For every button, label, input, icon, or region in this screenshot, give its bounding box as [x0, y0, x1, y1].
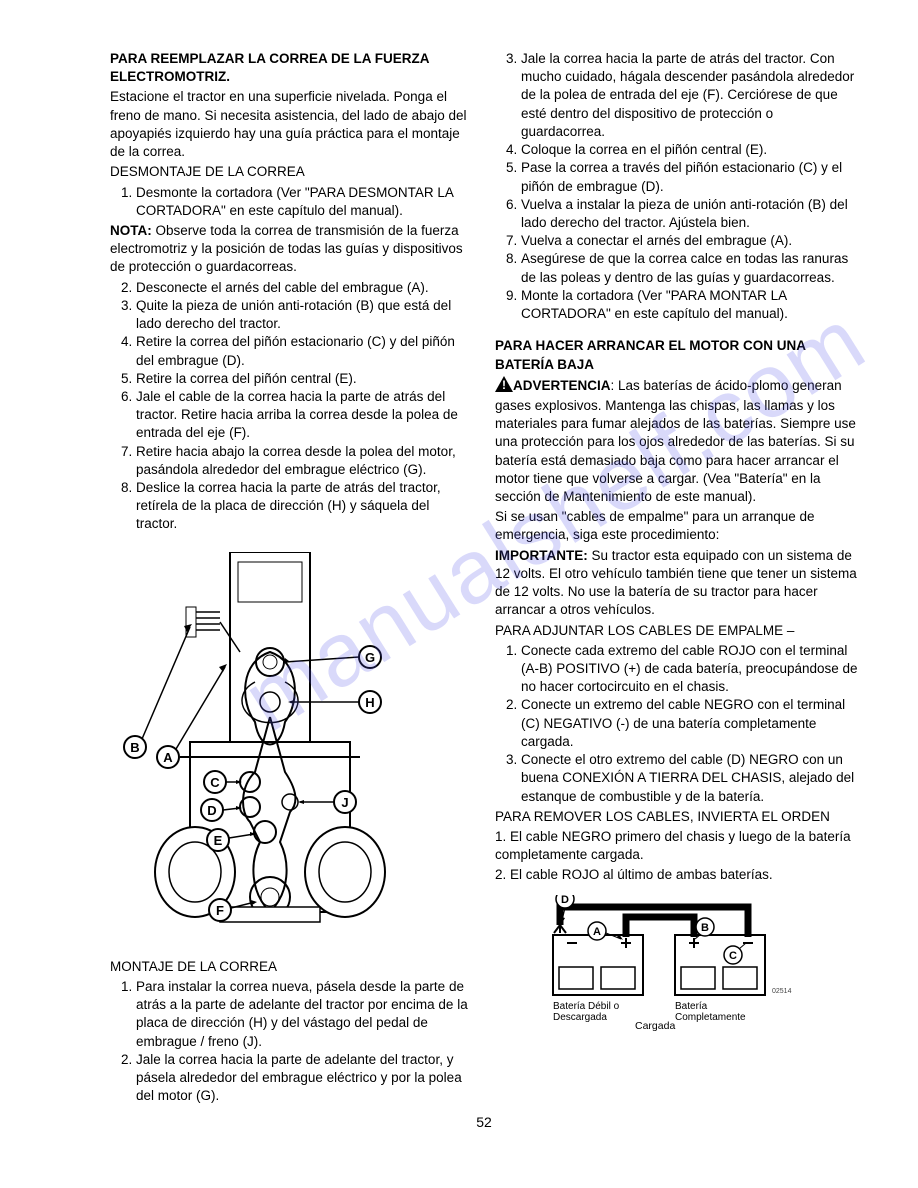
svg-text:Completamente: Completamente: [675, 1012, 746, 1023]
battery-label-right-extra: Cargada: [635, 1019, 858, 1033]
list-item: Quite la pieza de unión anti-rotación (B…: [136, 297, 473, 333]
list-item: Monte la cortadora (Ver "PARA MONTAR LA …: [521, 287, 858, 323]
svg-text:G: G: [365, 650, 375, 665]
list-item: Conecte cada extremo del cable ROJO con …: [521, 642, 858, 697]
list-item: 1. El cable NEGRO primero del chasis y l…: [495, 828, 858, 864]
list-item: Asegúrese de que la correa calce en toda…: [521, 250, 858, 286]
warning-paragraph: ! ADVERTENCIA: Las baterías de ácido-plo…: [495, 376, 858, 507]
list-item: Pase la correa a través del piñón estaci…: [521, 159, 858, 195]
svg-text:B: B: [701, 922, 709, 934]
subheading: PARA ADJUNTAR LOS CABLES DE EMPALME –: [495, 622, 858, 640]
svg-text:!: !: [502, 378, 506, 392]
battery-diagram-svg: D A B C Batería Débil o Descargada Ba: [535, 895, 795, 1025]
list-item: 2. El cable ROJO al último de ambas bate…: [495, 866, 858, 884]
note-label: NOTA:: [110, 223, 152, 238]
svg-text:H: H: [365, 695, 374, 710]
list-item: Desconecte el arnés del cable del embrag…: [136, 279, 473, 297]
right-column: Jale la correa hacia la parte de atrás d…: [495, 50, 858, 1107]
svg-text:A: A: [593, 926, 601, 938]
belt-diagram-svg: G H J A: [120, 552, 410, 942]
paragraph: Si se usan "cables de empalme" para un a…: [495, 508, 858, 544]
two-column-layout: PARA REEMPLAZAR LA CORREA DE LA FUERZA E…: [110, 50, 858, 1107]
page-number: 52: [110, 1113, 858, 1132]
subheading: PARA REMOVER LOS CABLES, INVIERTA EL ORD…: [495, 808, 858, 826]
important-paragraph: IMPORTANTE: Su tractor esta equipado con…: [495, 547, 858, 620]
install-steps: Para instalar la correa nueva, pásela de…: [110, 978, 473, 1106]
warning-label: ADVERTENCIA: [513, 378, 611, 393]
list-item: Retire la correa del piñón estacionario …: [136, 333, 473, 369]
removal-steps: Desmonte la cortadora (Ver "PARA DESMONT…: [110, 184, 473, 220]
list-item: Conecte un extremo del cable NEGRO con e…: [521, 696, 858, 751]
note: NOTA: Observe toda la correa de transmis…: [110, 222, 473, 277]
subheading: MONTAJE DE LA CORREA: [110, 958, 473, 976]
list-item: Retire la correa del piñón central (E).: [136, 370, 473, 388]
list-item: Jale la correa hacia la parte de atrás d…: [521, 50, 858, 141]
list-item: Deslice la correa hacia la parte de atrá…: [136, 479, 473, 534]
subheading: DESMONTAJE DE LA CORREA: [110, 163, 473, 181]
document-page: manualshelf.com PARA REEMPLAZAR LA CORRE…: [0, 0, 918, 1188]
svg-text:A: A: [163, 750, 173, 765]
svg-text:D: D: [561, 895, 569, 906]
list-item: Retire hacia abajo la correa desde la po…: [136, 443, 473, 479]
note-text: Observe toda la correa de transmisión de…: [110, 223, 463, 274]
warning-icon: !: [495, 376, 513, 397]
list-item: Jale el cable de la correa hacia la part…: [136, 388, 473, 443]
svg-text:E: E: [214, 833, 223, 848]
important-label: IMPORTANTE:: [495, 548, 588, 563]
list-item: Vuelva a conectar el arnés del embrague …: [521, 232, 858, 250]
cable-attach-steps: Conecte cada extremo del cable ROJO con …: [495, 642, 858, 806]
svg-text:J: J: [341, 795, 348, 810]
section-heading: PARA REEMPLAZAR LA CORREA DE LA FUERZA E…: [110, 50, 473, 86]
install-steps-cont: Jale la correa hacia la parte de atrás d…: [495, 50, 858, 323]
svg-text:B: B: [130, 740, 139, 755]
paragraph: Estacione el tractor en una superficie n…: [110, 88, 473, 161]
removal-steps-cont: Desconecte el arnés del cable del embrag…: [110, 279, 473, 534]
list-item: Para instalar la correa nueva, pásela de…: [136, 978, 473, 1051]
svg-text:C: C: [729, 950, 737, 962]
list-item: Coloque la correa en el piñón central (E…: [521, 141, 858, 159]
list-item: Desmonte la cortadora (Ver "PARA DESMONT…: [136, 184, 473, 220]
battery-label-left: Batería Débil o: [553, 1001, 620, 1012]
battery-label-right: Batería: [675, 1001, 708, 1012]
warning-text: : Las baterías de ácido-plomo generan ga…: [495, 378, 856, 504]
list-item: Conecte el otro extremo del cable (D) NE…: [521, 751, 858, 806]
left-column: PARA REEMPLAZAR LA CORREA DE LA FUERZA E…: [110, 50, 473, 1107]
list-item: Vuelva a instalar la pieza de unión anti…: [521, 196, 858, 232]
svg-text:02514: 02514: [772, 988, 792, 995]
section-heading: PARA HACER ARRANCAR EL MOTOR CON UNA BAT…: [495, 337, 858, 373]
battery-diagram-figure: D A B C Batería Débil o Descargada Ba: [535, 895, 858, 1033]
svg-text:F: F: [216, 903, 224, 918]
svg-text:D: D: [207, 803, 216, 818]
belt-diagram-figure: G H J A: [120, 552, 473, 942]
svg-text:C: C: [210, 775, 220, 790]
svg-text:Descargada: Descargada: [553, 1012, 607, 1023]
list-item: Jale la correa hacia la parte de adelant…: [136, 1051, 473, 1106]
